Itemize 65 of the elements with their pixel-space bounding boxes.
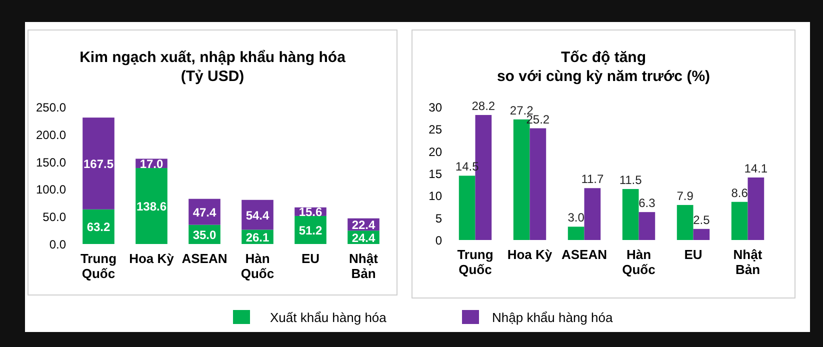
data-label: 2.5 bbox=[693, 212, 710, 227]
data-label: 11.7 bbox=[581, 172, 604, 186]
y-tick-label: 5 bbox=[435, 211, 442, 226]
legend-label: Xuất khẩu hàng hóa bbox=[270, 310, 388, 325]
bar bbox=[136, 168, 168, 244]
chart-title: Kim ngạch xuất, nhập khẩu hàng hóa bbox=[80, 49, 346, 66]
y-tick-label: 200.0 bbox=[36, 128, 66, 142]
data-label: 167.5 bbox=[83, 156, 114, 171]
x-tick-label: Hoa Kỳ bbox=[129, 251, 175, 266]
data-label: 7.9 bbox=[676, 188, 694, 203]
y-tick-label: 0 bbox=[435, 234, 442, 248]
x-tick-label: Hoa Kỳ bbox=[507, 247, 553, 262]
bar bbox=[676, 204, 694, 240]
y-tick-label: 50.0 bbox=[42, 210, 66, 224]
chart-title: Tốc độ tăng bbox=[561, 49, 646, 66]
data-label: 14.1 bbox=[744, 161, 768, 176]
y-tick-label: 15 bbox=[428, 167, 442, 181]
y-tick-label: 20 bbox=[428, 144, 442, 159]
x-tick-label: Nhật Bản bbox=[733, 247, 763, 277]
chart-subtitle: so với cùng kỳ năm trước (%) bbox=[496, 68, 710, 85]
data-label: 6.3 bbox=[638, 196, 656, 210]
y-tick-label: 30 bbox=[428, 100, 442, 114]
bar bbox=[584, 188, 601, 240]
bar bbox=[638, 212, 656, 240]
data-label: 17.0 bbox=[140, 156, 164, 171]
data-label: 24.4 bbox=[352, 230, 376, 245]
bar bbox=[748, 177, 764, 240]
data-label: 8.6 bbox=[731, 186, 748, 200]
bar bbox=[82, 118, 114, 210]
bar bbox=[622, 189, 639, 240]
x-tick-label: ASEAN bbox=[561, 247, 608, 262]
x-tick-label: EU bbox=[684, 247, 702, 262]
legend-label: Nhập khẩu hàng hóa bbox=[492, 310, 614, 325]
x-tick-label: Trung Quốc bbox=[80, 251, 117, 281]
data-label: 15.6 bbox=[298, 205, 322, 220]
data-label: 63.2 bbox=[86, 220, 110, 234]
x-tick-label: EU bbox=[301, 251, 320, 266]
bar bbox=[458, 176, 476, 240]
data-label: 22.4 bbox=[352, 218, 376, 232]
x-tick-label: Hàn Quốc bbox=[240, 251, 274, 281]
x-tick-label: Hàn Quốc bbox=[622, 247, 656, 277]
bar bbox=[530, 128, 546, 240]
data-label: 28.2 bbox=[472, 98, 496, 113]
data-label: 35.0 bbox=[192, 228, 216, 242]
y-tick-label: 100.0 bbox=[36, 182, 66, 197]
bar bbox=[731, 202, 748, 240]
bar bbox=[568, 226, 584, 240]
data-label: 138.6 bbox=[136, 200, 167, 214]
y-tick-label: 250.0 bbox=[36, 100, 66, 114]
data-label: 51.2 bbox=[298, 223, 322, 238]
chart-subtitle: (Tỷ USD) bbox=[180, 68, 244, 85]
y-tick-label: 10 bbox=[428, 189, 442, 204]
data-label: 3.0 bbox=[568, 210, 585, 225]
data-label: 54.4 bbox=[246, 208, 270, 222]
y-tick-label: 0.0 bbox=[49, 238, 66, 252]
y-tick-label: 150.0 bbox=[36, 155, 66, 170]
x-tick-label: ASEAN bbox=[182, 251, 228, 266]
x-tick-label: Trung Quốc bbox=[457, 247, 494, 277]
data-label: 26.1 bbox=[246, 230, 270, 244]
bar bbox=[693, 228, 710, 240]
data-label: 11.5 bbox=[619, 173, 642, 188]
bar bbox=[82, 209, 114, 244]
y-tick-label: 25 bbox=[428, 122, 442, 137]
data-label: 47.4 bbox=[192, 205, 216, 220]
x-tick-label: Nhật Bản bbox=[349, 251, 379, 281]
